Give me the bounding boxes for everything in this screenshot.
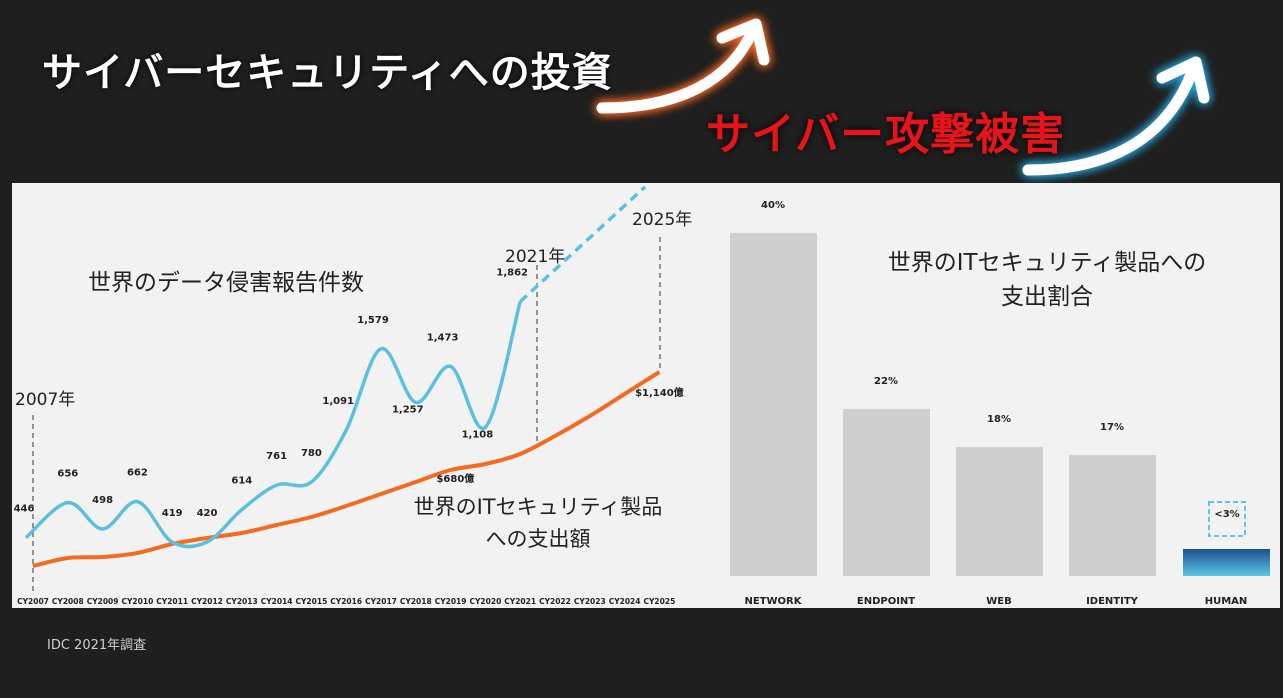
breach-data-label: 419 [162, 508, 183, 519]
bar-category-label: WEB [986, 596, 1011, 607]
investment-arrow-icon [596, 18, 770, 114]
x-tick-label: CY2020 [469, 597, 501, 606]
x-tick-label: CY2015 [295, 597, 327, 606]
breach-data-label: 1,091 [322, 396, 354, 407]
x-tick-label: CY2016 [330, 597, 362, 606]
breach-chart-title: 世界のデータ侵害報告件数 [88, 270, 364, 296]
bar-value-label: 17% [1100, 422, 1124, 433]
breach-data-label: 420 [197, 508, 218, 519]
bar-category-label: IDENTITY [1086, 596, 1139, 607]
x-tick-label: CY2018 [400, 597, 432, 606]
breach-data-label: 446 [14, 504, 35, 515]
annotation-2021: 2021年 [505, 247, 565, 267]
spend-chart-title-line2: への支出額 [486, 527, 591, 551]
bar-value-label: 18% [987, 414, 1011, 425]
breach-data-label: 1,579 [357, 315, 389, 326]
x-tick-label: CY2012 [191, 597, 223, 606]
investment-title: サイバーセキュリティへの投資 [42, 50, 613, 96]
breach-and-spend-line-chart: 世界のデータ侵害報告件数 2007年 2021年 2025年 世界のITセキュリ… [14, 185, 692, 606]
spend-share-bar-chart: 世界のITセキュリティ製品への 支出割合 NETWORK 40% ENDPOINT 2… [730, 200, 1270, 607]
bar-value-label: 40% [761, 200, 785, 211]
bar-category-label: ENDPOINT [857, 596, 915, 607]
bar-network [730, 233, 817, 576]
x-tick-label: CY2007 [17, 597, 49, 606]
breach-data-label: 1,862 [496, 268, 528, 279]
bar-value-label: 22% [874, 376, 898, 387]
spend-chart-title-line1: 世界のITセキュリティ製品 [414, 495, 663, 519]
x-tick-label: CY2025 [643, 597, 675, 606]
x-tick-label: CY2009 [87, 597, 119, 606]
breach-data-label: 656 [57, 469, 78, 480]
bar-human [1183, 549, 1270, 576]
breach-data-label: 1,473 [427, 332, 459, 343]
x-tick-label: CY2019 [435, 597, 467, 606]
breach-data-label: 780 [301, 448, 322, 459]
bar-category-label: NETWORK [744, 596, 802, 607]
breach-data-label: 1,108 [462, 429, 494, 440]
spend-data-label: $680億 [436, 472, 474, 485]
damage-arrow-icon [1022, 56, 1210, 176]
damage-title: サイバー攻撃被害 [706, 109, 1066, 160]
x-tick-label: CY2024 [609, 597, 641, 606]
human-label-box [1208, 501, 1246, 537]
x-tick-label: CY2014 [261, 597, 293, 606]
x-tick-label: CY2010 [121, 597, 153, 606]
bar-chart-title-line2: 支出割合 [1001, 284, 1093, 310]
annotation-2007: 2007年 [15, 390, 75, 410]
bar-chart-title-line1: 世界のITセキュリティ製品への [888, 250, 1206, 276]
annotation-2025: 2025年 [632, 210, 692, 230]
bar-category-label: HUMAN [1205, 596, 1248, 607]
x-tick-label: CY2017 [365, 597, 397, 606]
breach-data-label: 614 [231, 476, 252, 487]
breach-data-label: 498 [92, 495, 113, 506]
x-tick-label: CY2021 [504, 597, 536, 606]
breach-data-label: 662 [127, 468, 148, 479]
bar-web [956, 447, 1043, 576]
breach-line [24, 301, 522, 549]
x-tick-label: CY2013 [226, 597, 258, 606]
x-tick-label: CY2008 [52, 597, 84, 606]
breach-data-label: 1,257 [392, 404, 424, 415]
breach-projection-line [519, 185, 647, 303]
bar-identity [1069, 455, 1156, 576]
x-tick-label: CY2022 [539, 597, 571, 606]
breach-data-label: 761 [266, 451, 287, 462]
spend-data-label: $1,140億 [635, 386, 684, 399]
source-note: IDC 2021年調査 [47, 638, 147, 653]
spend-line [32, 370, 661, 568]
x-tick-label: CY2011 [156, 597, 188, 606]
x-tick-label: CY2023 [574, 597, 606, 606]
bar-endpoint [843, 409, 930, 576]
bar-value-label: <3% [1214, 509, 1239, 520]
